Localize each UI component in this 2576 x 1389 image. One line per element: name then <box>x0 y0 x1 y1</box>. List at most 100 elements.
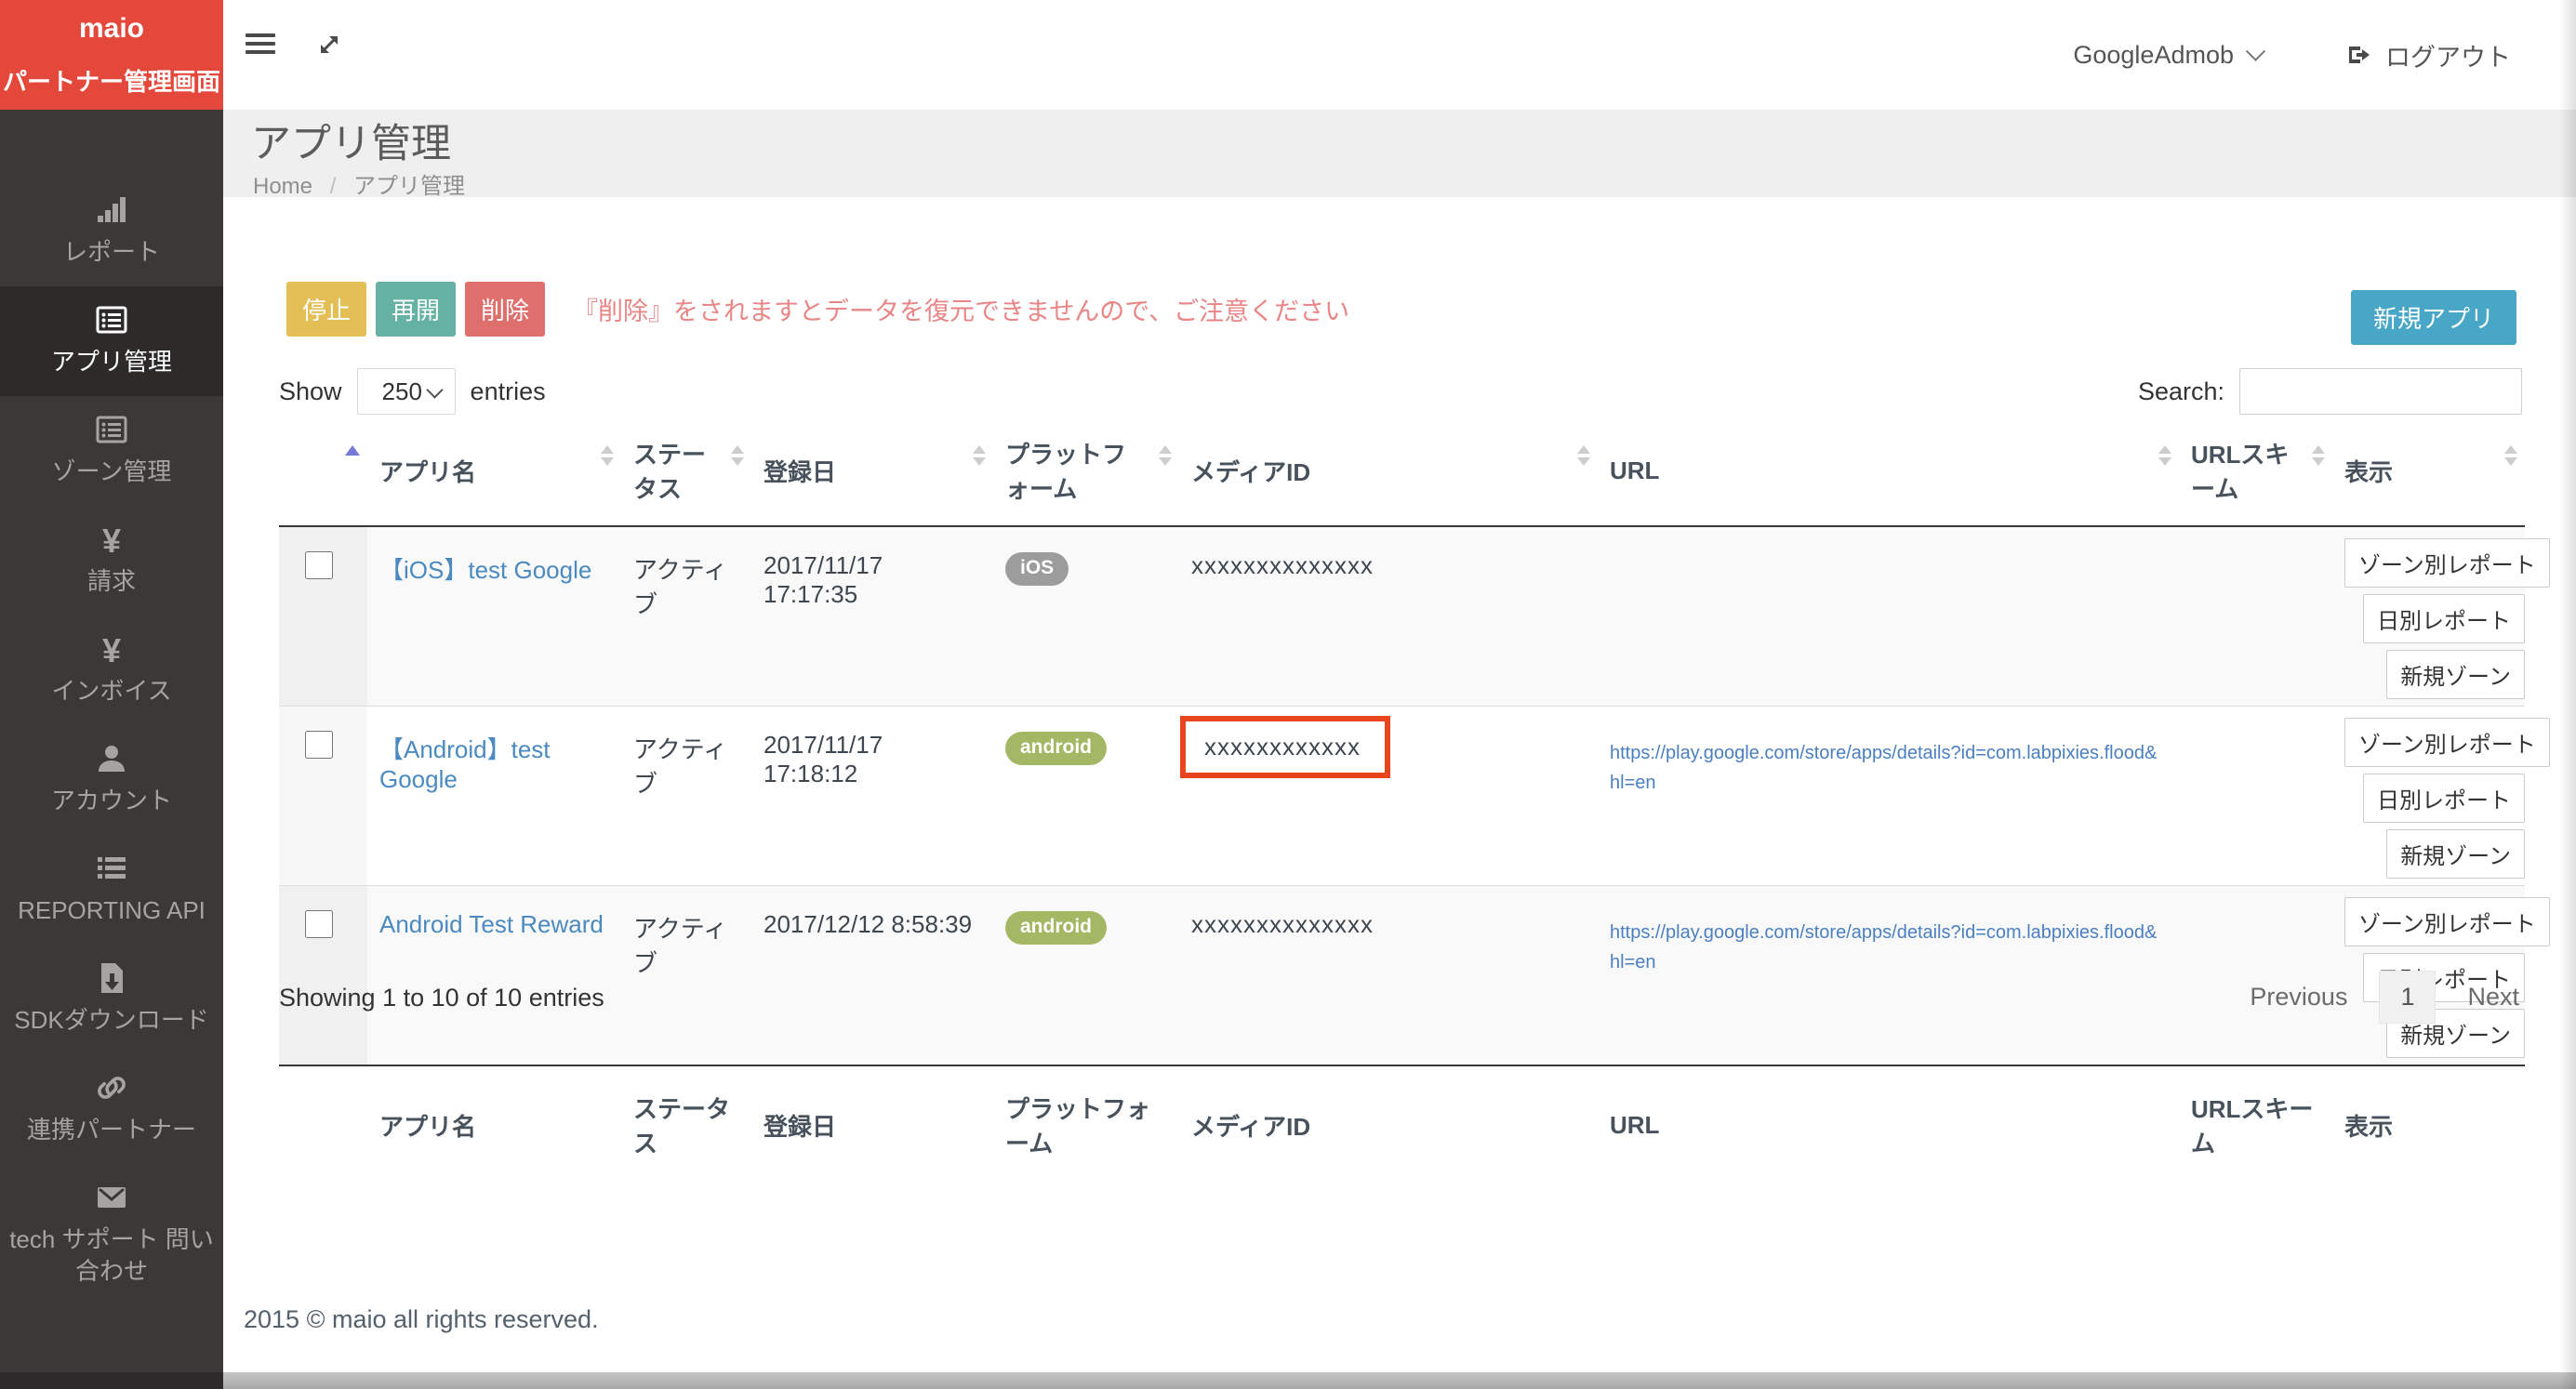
table-row: Android Test Reward アクティブ 2017/12/12 8:5… <box>279 885 2550 1065</box>
app-name-link[interactable]: 【Android】test Google <box>379 735 551 793</box>
sidebar-item-account[interactable]: アカウント <box>0 725 223 835</box>
app-name-link[interactable]: Android Test Reward <box>379 910 604 938</box>
sidebar-item-invoice[interactable]: ¥ インボイス <box>0 615 223 725</box>
sidebar-item-zone-management[interactable]: ゾーン管理 <box>0 396 223 506</box>
column-header-url[interactable]: URL <box>1598 423 2179 527</box>
account-dropdown[interactable]: GoogleAdmob <box>2073 41 2266 70</box>
column-header-label: URL <box>1610 456 1660 484</box>
breadcrumb-home[interactable]: Home <box>253 174 313 199</box>
row-checkbox[interactable] <box>305 910 333 938</box>
entries-label: entries <box>470 377 546 405</box>
row-checkbox[interactable] <box>305 731 333 759</box>
page-title: アプリ管理 <box>251 122 451 166</box>
column-header-display[interactable]: 表示 <box>2332 423 2525 527</box>
window-bottom-edge <box>0 1372 2576 1389</box>
column-header-registered[interactable]: 登録日 <box>751 423 993 527</box>
registered-date: 2017/11/17 17:17:35 <box>764 551 883 608</box>
column-header-label: 登録日 <box>764 457 837 486</box>
footer-cell-media-id: メディアID <box>1179 1065 1598 1187</box>
app-url-link[interactable]: https://play.google.com/store/apps/detai… <box>1610 922 2158 972</box>
status-text: アクティブ <box>633 735 728 798</box>
sidebar-item-label: 連携パートナー <box>26 1116 196 1144</box>
table-row: 【iOS】test Google アクティブ 2017/11/17 17:17:… <box>279 526 2550 707</box>
column-header-platform[interactable]: プラットフォーム <box>993 423 1179 527</box>
column-header-label: ステータス <box>633 441 707 503</box>
app-list-icon <box>7 303 216 340</box>
row-checkbox[interactable] <box>305 551 333 579</box>
column-header-label: メディアID <box>1191 457 1311 486</box>
fullscreen-expand-icon[interactable] <box>314 30 344 60</box>
sidebar-item-label: 請求 <box>86 567 136 595</box>
delete-warning-text: 『削除』をされますとデータを復元できませんので、ご注意ください <box>573 298 1350 325</box>
sort-icons <box>2158 445 2171 466</box>
sidebar: maio パートナー管理画面 レポート アプリ管理 ゾーン管理 <box>0 0 223 1372</box>
zone-report-button[interactable]: ゾーン別レポート <box>2344 538 2550 588</box>
sort-asc-icon <box>345 445 360 456</box>
logout-button[interactable]: ログアウト <box>2346 37 2511 73</box>
sidebar-item-sdk-download[interactable]: SDKダウンロード <box>0 945 223 1054</box>
page-length-select[interactable]: 250 <box>356 368 456 415</box>
footer-cell-url: URL <box>1598 1065 2179 1187</box>
link-icon <box>7 1071 216 1108</box>
table-header: アプリ名 ステータス 登録日 プラットフォーム メディアID URL URLスキ… <box>279 423 2525 527</box>
sidebar-item-billing[interactable]: ¥ 請求 <box>0 506 223 615</box>
footer-cell-display: 表示 <box>2332 1065 2525 1187</box>
current-page-button[interactable]: 1 <box>2379 971 2437 1024</box>
bulk-action-toolbar: 停止 再開 削除 『削除』をされますとデータを復元できませんので、ご注意ください <box>286 282 1349 337</box>
daily-report-button[interactable]: 日別レポート <box>2363 774 2525 823</box>
yen-icon: ¥ <box>101 522 122 560</box>
new-zone-button[interactable]: 新規ゾーン <box>2386 829 2525 879</box>
column-header-media-id[interactable]: メディアID <box>1179 423 1598 527</box>
sidebar-item-partner[interactable]: 連携パートナー <box>0 1054 223 1164</box>
daily-report-button[interactable]: 日別レポート <box>2363 594 2525 643</box>
delete-button[interactable]: 削除 <box>465 282 546 337</box>
footer-cell-platform: プラットフォーム <box>993 1065 1179 1187</box>
table-row: 【Android】test Google アクティブ 2017/11/17 17… <box>279 706 2550 886</box>
zone-report-button[interactable]: ゾーン別レポート <box>2344 897 2550 946</box>
sort-icons <box>2504 445 2517 466</box>
column-header-label: プラットフォーム <box>1005 441 1127 503</box>
column-header-url-scheme[interactable]: URLスキーム <box>2179 423 2332 527</box>
brand-header: maio パートナー管理画面 <box>0 0 223 110</box>
new-zone-button[interactable]: 新規ゾーン <box>2386 650 2525 699</box>
next-page-button[interactable]: Next <box>2467 983 2519 1011</box>
chevron-down-icon <box>2245 41 2266 61</box>
download-icon <box>7 961 216 999</box>
app-url-link[interactable]: https://play.google.com/store/apps/detai… <box>1610 743 2158 793</box>
brand-subtitle: パートナー管理画面 <box>2 67 220 96</box>
media-id-annotation-box: xxxxxxxxxxxx <box>1180 716 1390 778</box>
sidebar-item-label: ゾーン管理 <box>51 457 172 485</box>
zone-report-button[interactable]: ゾーン別レポート <box>2344 718 2550 767</box>
platform-badge-android: android <box>1005 732 1107 765</box>
sort-icons <box>973 445 986 466</box>
bar-chart-icon <box>7 193 216 231</box>
registered-date: 2017/11/17 17:18:12 <box>764 731 883 787</box>
sidebar-item-app-management[interactable]: アプリ管理 <box>0 286 223 396</box>
sidebar-item-report[interactable]: レポート <box>0 177 223 286</box>
resume-button[interactable]: 再開 <box>376 282 457 337</box>
hamburger-menu-icon[interactable] <box>246 33 277 58</box>
search-input[interactable] <box>2239 368 2522 415</box>
topbar-right: GoogleAdmob ログアウト <box>2073 0 2511 110</box>
footer-cell-select <box>279 1065 367 1187</box>
column-header-select[interactable] <box>279 423 367 527</box>
media-id: xxxxxxxxxxxx <box>1204 733 1361 761</box>
sidebar-item-reporting-api[interactable]: REPORTING API <box>0 835 223 945</box>
column-header-label: 表示 <box>2344 457 2394 486</box>
column-header-app-name[interactable]: アプリ名 <box>367 423 621 527</box>
stop-button[interactable]: 停止 <box>286 282 367 337</box>
app-name-link[interactable]: 【iOS】test Google <box>379 556 592 584</box>
previous-page-button[interactable]: Previous <box>2250 983 2348 1011</box>
brand-logo: maio <box>78 12 145 44</box>
sort-icons <box>2312 445 2325 466</box>
new-app-button[interactable]: 新規アプリ <box>2350 290 2516 345</box>
sidebar-item-label: アカウント <box>50 787 172 814</box>
logout-label: ログアウト <box>2385 43 2511 72</box>
sort-icons <box>601 445 614 466</box>
search-control: Search: <box>2138 368 2522 415</box>
sort-icons <box>1159 445 1172 466</box>
column-header-status[interactable]: ステータス <box>621 423 751 527</box>
table-body: 【iOS】test Google アクティブ 2017/11/17 17:17:… <box>279 526 2550 1065</box>
sidebar-item-tech-support[interactable]: tech サポート 問い合わせ <box>0 1164 223 1305</box>
